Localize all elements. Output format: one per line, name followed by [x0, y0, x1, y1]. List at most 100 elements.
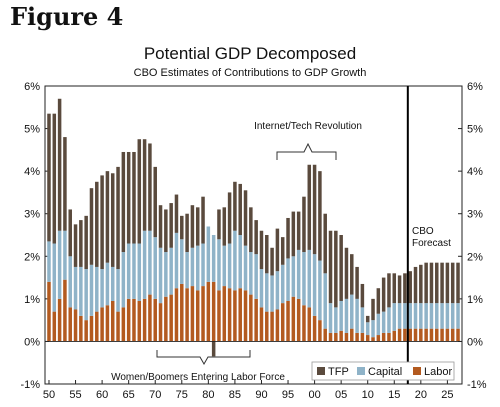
bar-labor: [254, 298, 258, 342]
bar-tfp: [339, 235, 343, 301]
bar-labor: [312, 315, 317, 342]
bar-labor: [243, 290, 248, 342]
bar-labor: [195, 290, 200, 342]
y-tick-label-right: -1%: [467, 379, 487, 391]
y-tick-label-left: 3%: [24, 209, 40, 221]
bar-capital: [424, 303, 428, 329]
bar-tfp: [445, 262, 450, 304]
bar-labor: [126, 298, 131, 342]
bar-capital: [158, 247, 163, 304]
y-tick-label-left: 0%: [24, 336, 40, 348]
bar-capital: [73, 266, 78, 310]
bar-labor: [110, 300, 115, 342]
bar-labor: [270, 311, 274, 342]
bar-capital: [456, 303, 460, 329]
bar-labor: [291, 296, 296, 342]
bar-tfp: [63, 137, 67, 231]
bar-capital: [63, 230, 67, 280]
y-tick-label-left: 4%: [24, 166, 40, 178]
x-tick-label: 00: [308, 389, 320, 401]
bar-capital: [344, 298, 349, 333]
bar-capital: [254, 254, 258, 299]
bar-labor: [350, 328, 354, 342]
bar-tfp: [334, 230, 338, 308]
bar-capital: [201, 243, 205, 287]
bar-capital: [403, 303, 407, 329]
bar-tfp: [296, 211, 301, 250]
bar-labor: [79, 315, 83, 342]
bar-tfp: [312, 164, 317, 255]
bar-labor: [105, 305, 110, 342]
bar-labor: [249, 294, 253, 342]
bar-tfp: [185, 213, 189, 253]
bar-labor: [435, 328, 439, 342]
y-tick-label-right: 2%: [467, 251, 483, 263]
bar-capital: [148, 230, 152, 295]
bar-capital: [110, 266, 115, 301]
bar-capital: [116, 269, 120, 312]
bar-capital: [227, 243, 232, 289]
bar-capital: [121, 252, 126, 308]
bar-capital: [392, 303, 397, 331]
y-tick-label-right: 1%: [467, 294, 483, 306]
legend-label-tfp: TFP: [328, 366, 349, 378]
bar-labor: [57, 298, 62, 342]
bar-labor: [355, 332, 359, 342]
bar-labor: [180, 283, 184, 342]
x-tick-label: 10: [362, 389, 374, 401]
bar-labor: [47, 281, 51, 342]
bar-capital: [381, 311, 386, 333]
bar-capital: [164, 252, 168, 297]
bar-tfp: [392, 273, 397, 304]
bar-capital: [275, 271, 280, 310]
bar-labor: [365, 335, 370, 342]
bar-labor: [201, 286, 205, 342]
x-tick-label: 75: [176, 389, 188, 401]
bar-tfp: [355, 266, 359, 299]
bar-tfp: [360, 283, 365, 308]
x-tick-label: 85: [229, 389, 241, 401]
bar-capital: [350, 294, 354, 329]
bar-labor: [169, 294, 173, 342]
bar-capital: [238, 235, 242, 289]
y-tick-label-right: 4%: [467, 166, 483, 178]
bar-tfp: [47, 113, 51, 242]
plot-frame: [44, 85, 463, 385]
bar-tfp: [456, 262, 460, 304]
bar-labor: [142, 298, 147, 342]
bar-capital: [249, 252, 253, 295]
y-tick-label-left: 5%: [24, 124, 40, 136]
bar-capital: [79, 266, 83, 316]
bar-tfp: [73, 224, 78, 267]
bar-labor: [403, 328, 407, 342]
bar-labor: [238, 288, 242, 342]
bar-capital: [334, 307, 338, 333]
bar-capital: [302, 252, 306, 306]
bar-tfp: [233, 181, 237, 231]
bar-tfp: [116, 166, 120, 270]
forecast-label-line1: CBO: [412, 226, 434, 237]
bar-tfp: [381, 277, 386, 312]
x-tick-label: 05: [335, 389, 347, 401]
bar-labor: [344, 332, 349, 342]
bar-tfp: [153, 166, 157, 238]
bar-capital: [360, 307, 365, 333]
bar-tfp: [227, 192, 232, 244]
boomers-annotation: Women/Boomers Entering Labor Force: [111, 372, 285, 383]
bar-tfp: [318, 171, 322, 261]
y-tick-label-left: 6%: [24, 81, 40, 93]
bar-labor: [296, 298, 301, 342]
bar-capital: [323, 273, 327, 329]
chart-title: Potential GDP Decomposed: [143, 44, 357, 63]
bar-capital: [413, 303, 418, 329]
bar-capital: [270, 275, 274, 312]
bar-capital: [296, 249, 301, 299]
legend-label-capital: Capital: [368, 366, 402, 378]
bar-labor: [148, 294, 152, 342]
x-tick-label: 80: [202, 389, 214, 401]
bar-labor: [318, 320, 322, 342]
bar-tfp: [275, 228, 280, 272]
bar-tfp: [174, 194, 179, 233]
bar-labor: [100, 307, 104, 342]
bar-capital: [450, 303, 455, 329]
